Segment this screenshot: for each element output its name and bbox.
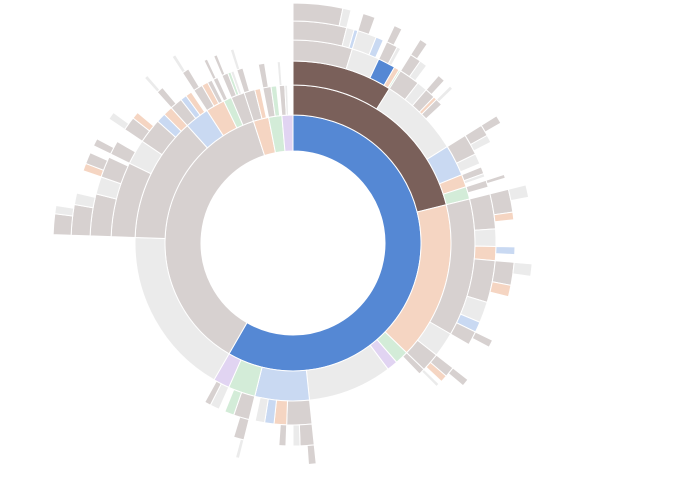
sunburst-segment-level-5[interactable] (143, 74, 161, 93)
sunburst-segment-level-5[interactable] (495, 246, 516, 256)
sunburst-segment-level-4[interactable] (203, 58, 217, 81)
sunburst-segment-level-4[interactable] (455, 153, 481, 173)
sunburst-segment-level-3[interactable] (230, 70, 243, 96)
sunburst-segment-level-6[interactable] (52, 213, 74, 236)
sunburst-segment-level-6[interactable] (507, 184, 530, 202)
sunburst-segment-level-4[interactable] (181, 68, 200, 92)
sunburst-segment-level-5[interactable] (469, 134, 492, 152)
sunburst-segment-level-4[interactable] (474, 228, 497, 248)
sunburst-segment-level-2[interactable] (254, 366, 311, 402)
sunburst-segment-level-2[interactable] (270, 85, 281, 117)
sunburst-segment-level-5[interactable] (306, 444, 317, 465)
sunburst-segment-level-5[interactable] (471, 331, 494, 348)
sunburst-segment-level-5[interactable] (70, 203, 94, 237)
sunburst-segment-level-3[interactable] (185, 91, 206, 116)
sunburst-segment-level-6[interactable] (357, 12, 376, 36)
sunburst-segment-level-3[interactable] (206, 79, 224, 105)
sunburst-segment-level-3[interactable] (286, 399, 313, 426)
sunburst-segment-level-4[interactable] (132, 111, 155, 132)
sunburst-segment-level-6[interactable] (480, 115, 502, 133)
sunburst-segment-level-4[interactable] (233, 416, 250, 441)
sunburst-segment-level-6[interactable] (54, 204, 75, 217)
sunburst-segment-level-5[interactable] (171, 54, 187, 74)
sunburst-segment-level-5[interactable] (108, 111, 130, 131)
sunburst-segment-level-3[interactable] (224, 388, 243, 416)
sunburst-segment-level-5[interactable] (493, 211, 515, 223)
sunburst-segment-level-4[interactable] (473, 245, 497, 262)
sunburst-segment-level-3[interactable] (254, 396, 269, 424)
sunburst-segment-level-4[interactable] (298, 423, 315, 447)
sunburst-segment-level-5[interactable] (368, 36, 384, 59)
sunburst-segment-level-4[interactable] (213, 54, 226, 77)
sunburst-segment-level-2[interactable] (284, 84, 290, 116)
sunburst-segment-level-5[interactable] (425, 74, 446, 96)
sunburst-segment-level-6[interactable] (386, 24, 403, 46)
sunburst-segment-level-3[interactable] (276, 60, 283, 87)
sunburst-segment-level-4[interactable] (463, 172, 486, 185)
sunburst-segment-level-3[interactable] (257, 62, 269, 89)
sunburst-segment-level-3[interactable] (204, 380, 222, 406)
sunburst-segment-level-4[interactable] (420, 368, 440, 388)
sunburst-segment-level-5[interactable] (489, 281, 512, 298)
sunburst-segment-level-4[interactable] (278, 424, 288, 447)
sunburst-segment-level-5[interactable] (435, 85, 454, 103)
sunburst-segment-level-5[interactable] (234, 438, 245, 460)
sunburst-segment-level-4[interactable] (292, 424, 301, 447)
sunburst-segment-level-5[interactable] (447, 367, 469, 387)
sunburst-segment-level-5[interactable] (85, 152, 109, 171)
sunburst-segment-level-4[interactable] (156, 86, 177, 109)
sunburst-segment-level-6[interactable] (512, 261, 533, 277)
sunburst-segment-level-5[interactable] (485, 173, 506, 185)
sunburst-segment-level-4[interactable] (229, 48, 241, 71)
sunburst-segment-level-4[interactable] (425, 361, 447, 383)
sunburst-segment-level-2[interactable] (254, 87, 267, 120)
sunburst-segment-level-5[interactable] (387, 46, 402, 67)
sunburst-segment-level-5[interactable] (73, 192, 96, 209)
sunburst-segment-level-5[interactable] (491, 260, 515, 286)
sunburst-segment-level-5[interactable] (408, 60, 428, 82)
sunburst-segment-level-6[interactable] (409, 38, 428, 60)
sunburst-segment-level-5[interactable] (92, 138, 115, 155)
